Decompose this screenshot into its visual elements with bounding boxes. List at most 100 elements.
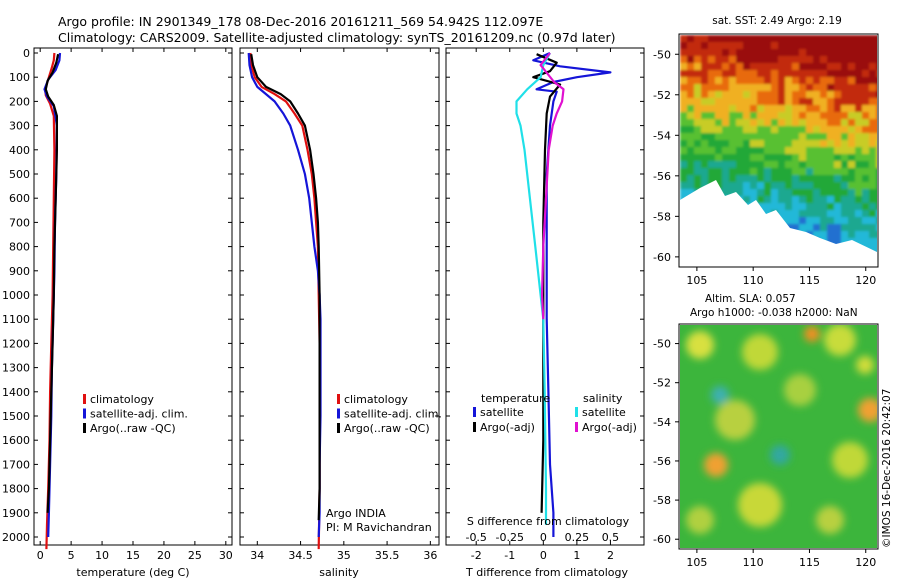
sst-cell bbox=[715, 105, 722, 112]
legend-swatch-blue bbox=[337, 408, 340, 419]
sst-cell bbox=[757, 189, 764, 196]
sst-cell bbox=[729, 49, 736, 56]
sst-cell bbox=[876, 133, 877, 140]
sst-cell bbox=[778, 63, 785, 70]
sst-cell bbox=[876, 77, 877, 84]
sst-cell bbox=[701, 63, 708, 70]
sst-cell bbox=[834, 112, 841, 119]
sst-cell bbox=[813, 126, 820, 133]
sst-cell bbox=[750, 112, 757, 119]
sst-cell bbox=[750, 175, 757, 182]
sst-cell bbox=[799, 77, 806, 84]
sst-cell bbox=[820, 175, 827, 182]
sst-cell bbox=[855, 70, 862, 77]
sst-cell bbox=[813, 91, 820, 98]
sst-cell bbox=[876, 252, 877, 259]
sst-cell bbox=[701, 175, 708, 182]
sst-cell bbox=[806, 203, 813, 210]
sst-cell bbox=[869, 182, 876, 189]
sst-cell bbox=[876, 161, 877, 168]
sst-cell bbox=[715, 49, 722, 56]
sst-cell bbox=[876, 231, 877, 238]
sst-cell bbox=[855, 112, 862, 119]
sst-cell bbox=[729, 112, 736, 119]
sst-cell bbox=[708, 112, 715, 119]
sst-cell bbox=[855, 98, 862, 105]
map-y-tick-label: -50 bbox=[653, 338, 671, 351]
sst-cell bbox=[757, 105, 764, 112]
sst-cell bbox=[806, 126, 813, 133]
sst-cell bbox=[736, 175, 743, 182]
sst-cell bbox=[715, 140, 722, 147]
sst-cell bbox=[778, 112, 785, 119]
sst-cell bbox=[869, 175, 876, 182]
sst-cell bbox=[834, 35, 841, 42]
sst-cell bbox=[764, 196, 771, 203]
sst-cell bbox=[750, 161, 757, 168]
sst-cell bbox=[827, 98, 834, 105]
sst-cell bbox=[764, 84, 771, 91]
sst-cell bbox=[757, 112, 764, 119]
sst-cell bbox=[785, 119, 792, 126]
sst-cell bbox=[869, 91, 876, 98]
sst-cell bbox=[799, 112, 806, 119]
sst-cell bbox=[722, 133, 729, 140]
sst-cell bbox=[862, 238, 869, 245]
sst-cell bbox=[799, 35, 806, 42]
sst-cell bbox=[729, 140, 736, 147]
sst-cell bbox=[785, 140, 792, 147]
sst-cell bbox=[827, 63, 834, 70]
sst-cell bbox=[771, 140, 778, 147]
sst-cell bbox=[855, 77, 862, 84]
sst-cell bbox=[834, 42, 841, 49]
sst-cell bbox=[764, 133, 771, 140]
figure-title-line2: Climatology: CARS2009. Satellite-adjuste… bbox=[58, 30, 615, 45]
sst-cell bbox=[785, 63, 792, 70]
depth-tick-label: 1300 bbox=[2, 362, 30, 375]
sst-cell bbox=[834, 140, 841, 147]
sst-cell bbox=[729, 168, 736, 175]
sst-cell bbox=[841, 133, 848, 140]
sst-cell bbox=[778, 98, 785, 105]
sst-cell bbox=[848, 77, 855, 84]
sst-cell bbox=[862, 203, 869, 210]
sst-cell bbox=[736, 154, 743, 161]
sst-cell bbox=[778, 175, 785, 182]
sst-cell bbox=[820, 196, 827, 203]
legend-label: Argo(-adj) bbox=[480, 421, 535, 434]
sst-cell bbox=[792, 140, 799, 147]
sst-cell bbox=[722, 189, 729, 196]
sst-cell bbox=[869, 238, 876, 245]
sst-cell bbox=[722, 154, 729, 161]
sst-cell bbox=[813, 77, 820, 84]
sst-cell bbox=[799, 70, 806, 77]
sst-cell bbox=[876, 245, 877, 252]
sst-cell bbox=[848, 175, 855, 182]
sst-cell bbox=[743, 49, 750, 56]
sst-cell bbox=[764, 91, 771, 98]
sst-cell bbox=[736, 189, 743, 196]
sst-cell bbox=[694, 98, 701, 105]
sst-cell bbox=[701, 49, 708, 56]
sst-cell bbox=[806, 56, 813, 63]
sst-cell bbox=[827, 140, 834, 147]
sla-anomaly-blob bbox=[784, 374, 816, 406]
sst-cell bbox=[862, 105, 869, 112]
sst-cell bbox=[820, 168, 827, 175]
map-y-tick-label: -54 bbox=[653, 129, 671, 142]
sst-cell bbox=[806, 98, 813, 105]
sst-cell bbox=[729, 175, 736, 182]
sst-cell bbox=[680, 140, 687, 147]
sst-cell bbox=[764, 42, 771, 49]
sst-cell bbox=[869, 70, 876, 77]
map-x-tick-label: 120 bbox=[855, 274, 876, 287]
sst-cell bbox=[729, 56, 736, 63]
sst-cell bbox=[813, 196, 820, 203]
sst-cell bbox=[869, 168, 876, 175]
sst-cell bbox=[820, 154, 827, 161]
sst-cell bbox=[848, 84, 855, 91]
sst-cell bbox=[862, 35, 869, 42]
sst-cell bbox=[778, 119, 785, 126]
sst-cell bbox=[855, 91, 862, 98]
sst-cell bbox=[834, 182, 841, 189]
